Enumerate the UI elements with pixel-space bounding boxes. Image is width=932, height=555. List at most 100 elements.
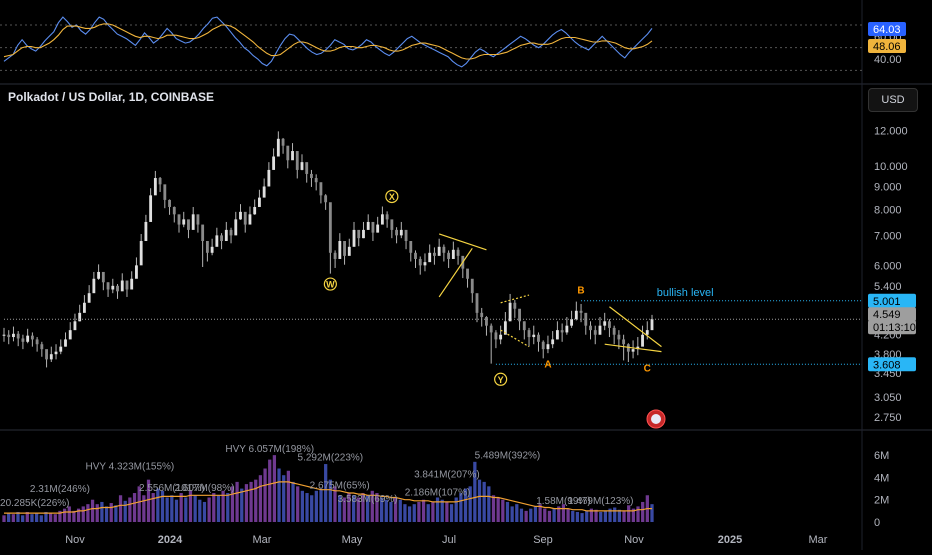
volume-bar bbox=[100, 501, 104, 522]
volume-bar bbox=[7, 513, 11, 522]
wave-label-circle bbox=[494, 372, 508, 386]
volume-bar bbox=[379, 497, 384, 522]
volume-bar bbox=[412, 504, 416, 522]
candle-body bbox=[234, 219, 238, 236]
candle-body bbox=[485, 317, 488, 326]
candle-body bbox=[135, 265, 138, 279]
candle-body bbox=[187, 219, 190, 230]
volume-bar bbox=[53, 514, 57, 522]
candle-body bbox=[253, 206, 257, 215]
volume-bar bbox=[356, 497, 360, 522]
rsi-series-line bbox=[3, 16, 653, 68]
volume-annotation: 2.675M(65%) bbox=[310, 481, 370, 492]
candle-body bbox=[579, 310, 583, 313]
price-tick-label: 2.750 bbox=[874, 412, 902, 424]
volume-bar bbox=[557, 506, 561, 522]
candle-body bbox=[49, 354, 53, 360]
candle-body bbox=[201, 224, 205, 242]
candle-body bbox=[366, 221, 370, 230]
volume-annotation: 920.285K(226%) bbox=[0, 498, 70, 509]
rsi-value-badge-text: 48.06 bbox=[873, 41, 901, 53]
volume-bar bbox=[398, 499, 402, 522]
volume-bar bbox=[81, 506, 85, 522]
volume-bar bbox=[76, 508, 81, 522]
candle-body bbox=[546, 344, 550, 350]
candle-body bbox=[111, 285, 115, 290]
wave-label: C bbox=[644, 363, 651, 374]
candle-body bbox=[21, 338, 25, 342]
currency-button[interactable]: USD bbox=[868, 88, 918, 112]
price-badge-text: 3.608 bbox=[873, 359, 901, 371]
time-tick-label: Mar bbox=[253, 534, 272, 546]
candle-body bbox=[603, 321, 607, 326]
candle-body bbox=[182, 219, 186, 225]
volume-bar bbox=[156, 488, 160, 522]
candle-body bbox=[248, 214, 252, 225]
price-badge bbox=[868, 320, 916, 335]
volume-annotation: 3.841M(207%) bbox=[414, 469, 480, 480]
volume-bar bbox=[48, 513, 53, 522]
volume-bar bbox=[90, 499, 95, 522]
time-tick-label: Mar bbox=[809, 534, 828, 546]
trendline bbox=[604, 343, 662, 353]
candle-body bbox=[404, 229, 408, 242]
trendline bbox=[500, 329, 530, 348]
volume-bar bbox=[226, 493, 230, 522]
candle-body bbox=[626, 344, 630, 352]
price-tick-label: 9.000 bbox=[874, 181, 902, 193]
candle-body bbox=[291, 151, 294, 161]
volume-annotation: HVY 4.323M(155%) bbox=[85, 462, 174, 473]
volume-bar bbox=[333, 486, 337, 522]
volume-bar bbox=[310, 495, 314, 522]
volume-annotation: 1.479M(123%) bbox=[568, 496, 634, 507]
candle-body bbox=[106, 282, 110, 290]
candle-body bbox=[239, 211, 242, 220]
volume-bar bbox=[435, 497, 440, 522]
candle-body bbox=[466, 268, 469, 279]
candle-body bbox=[168, 199, 171, 207]
volume-bar bbox=[114, 505, 118, 522]
volume-bar bbox=[575, 511, 580, 522]
time-tick-label: May bbox=[342, 534, 363, 546]
event-flag-icon-inner bbox=[651, 414, 661, 424]
candle-body bbox=[589, 325, 592, 331]
volume-bar bbox=[431, 501, 435, 522]
volume-bar bbox=[258, 475, 263, 522]
volume-bar bbox=[580, 513, 584, 522]
volume-bar bbox=[35, 513, 39, 522]
volume-bar bbox=[426, 504, 430, 522]
candle-body bbox=[385, 214, 389, 220]
volume-bar bbox=[151, 493, 155, 522]
price-tick-label: 12.000 bbox=[874, 126, 908, 138]
candle-body bbox=[220, 235, 223, 242]
wave-label-circle bbox=[323, 277, 337, 291]
volume-bar bbox=[547, 510, 552, 522]
candle-body bbox=[395, 229, 399, 236]
volume-bar bbox=[384, 499, 388, 522]
volume-bar bbox=[109, 503, 113, 522]
volume-bar bbox=[230, 486, 235, 522]
volume-bar bbox=[477, 479, 482, 522]
volume-bar bbox=[613, 507, 617, 522]
volume-bar bbox=[25, 511, 29, 522]
candle-body bbox=[494, 332, 498, 340]
candle-body bbox=[35, 339, 39, 345]
volume-bar bbox=[123, 500, 127, 522]
candle-body bbox=[447, 252, 451, 259]
volume-bar bbox=[338, 495, 342, 522]
candle-body bbox=[451, 249, 455, 259]
candle-body bbox=[414, 252, 417, 259]
volume-bar bbox=[561, 504, 566, 522]
volume-bar bbox=[407, 506, 412, 522]
volume-bar bbox=[641, 501, 645, 522]
candle-body bbox=[272, 156, 276, 170]
candle-body bbox=[87, 293, 91, 303]
candle-body bbox=[338, 241, 342, 259]
candle-body bbox=[584, 312, 588, 326]
candle-body bbox=[333, 252, 337, 259]
candle-body bbox=[54, 351, 58, 355]
candle-body bbox=[295, 151, 299, 170]
candle-body bbox=[470, 278, 474, 294]
